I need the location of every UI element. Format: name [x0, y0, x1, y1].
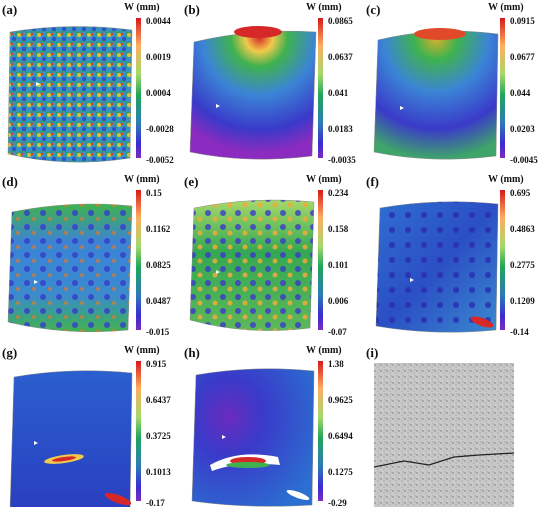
colorbar-unit: W (mm)	[488, 2, 524, 13]
colorbar	[318, 190, 323, 330]
colorbar-tick: -0.14	[510, 327, 529, 337]
colorbar-tick: 0.3725	[146, 431, 171, 441]
colorbar	[136, 361, 141, 501]
colorbar	[500, 190, 505, 330]
panel-g: (g) W (mm) 0.915 0.6437 0.3725 0.1013 -0…	[0, 343, 178, 511]
colorbar-tick: 0.9625	[328, 395, 353, 405]
panel-label: (d)	[2, 174, 18, 189]
colorbar-tick: 0.044	[510, 88, 531, 98]
panel-b: (b) W (mm) 0.0865 0.0637 0.041 0.0183 -0…	[182, 0, 360, 168]
panel-label: (b)	[184, 2, 200, 17]
displacement-map	[189, 26, 317, 160]
colorbar-tick: -0.0052	[146, 155, 174, 165]
displacement-map	[7, 26, 133, 163]
panel-label: (h)	[184, 345, 200, 360]
panel-h: (h) W (mm) 1.38 0.9625 0.6494 0.1275 -0.…	[182, 343, 360, 511]
colorbar-tick: 0.0637	[328, 52, 353, 62]
colorbar-tick: -0.07	[328, 327, 347, 337]
colorbar-tick: 0.006	[328, 296, 349, 306]
colorbar	[136, 190, 141, 330]
colorbar-tick: 0.0487	[146, 296, 171, 306]
colorbar-tick: 0.0677	[510, 52, 535, 62]
colorbar-unit: W (mm)	[488, 174, 524, 185]
colorbar-tick: -0.29	[328, 498, 347, 508]
colorbar-tick: -0.0028	[146, 124, 174, 134]
panel-i: (i)	[364, 343, 542, 511]
colorbar-unit: W (mm)	[306, 345, 342, 356]
colorbar-tick: 0.234	[328, 188, 349, 198]
colorbar-tick: 1.38	[328, 359, 344, 369]
colorbar-tick: -0.0035	[328, 155, 356, 165]
colorbar-tick: 0.0044	[146, 16, 171, 26]
panel-f: (f) W (mm) 0.695 0.4863 0.2775 0.1209 -0…	[364, 172, 542, 340]
colorbar-unit: W (mm)	[306, 2, 342, 13]
colorbar-tick: -0.0045	[510, 155, 538, 165]
colorbar-tick: 0.15	[146, 188, 162, 198]
panel-e: (e) W (mm) 0.234 0.158 0.101 0.006 -0.07	[182, 172, 360, 340]
colorbar-tick: 0.0019	[146, 52, 171, 62]
colorbar-tick: 0.695	[510, 188, 531, 198]
panel-label: (i)	[366, 345, 379, 360]
displacement-map	[9, 370, 133, 507]
panel-a: (a) W (mm) 0.0044 0.0019 0.0004 -0.0028 …	[0, 0, 178, 168]
colorbar-tick: 0.101	[328, 260, 349, 270]
panel-label: (a)	[2, 2, 18, 17]
colorbar-tick: 0.6494	[328, 431, 353, 441]
colorbar-tick: 0.6437	[146, 395, 171, 405]
colorbar-tick: 0.0825	[146, 260, 171, 270]
panel-label: (f)	[366, 174, 379, 189]
colorbar-unit: W (mm)	[124, 174, 160, 185]
colorbar-tick: -0.015	[146, 327, 170, 337]
panel-label: (g)	[2, 345, 18, 360]
colorbar-tick: 0.0203	[510, 124, 535, 134]
colorbar-tick: 0.1013	[146, 467, 171, 477]
panel-label: (e)	[184, 174, 199, 189]
colorbar-unit: W (mm)	[306, 174, 342, 185]
colorbar-tick: 0.1275	[328, 467, 353, 477]
colorbar-unit: W (mm)	[124, 345, 160, 356]
displacement-map	[375, 201, 499, 333]
colorbar-tick: 0.1162	[146, 224, 171, 234]
colorbar-tick: 0.915	[146, 359, 167, 369]
colorbar-tick: 0.4863	[510, 224, 535, 234]
colorbar-tick: 0.0915	[510, 16, 535, 26]
colorbar-tick: 0.0004	[146, 88, 171, 98]
crack-photo	[374, 363, 514, 507]
colorbar-tick: 0.1209	[510, 296, 535, 306]
displacement-map	[191, 368, 315, 507]
colorbar	[318, 18, 323, 158]
panel-label: (c)	[366, 2, 381, 17]
colorbar	[500, 18, 505, 158]
colorbar-tick: 0.158	[328, 224, 349, 234]
colorbar-tick: 0.041	[328, 88, 349, 98]
colorbar	[318, 361, 323, 501]
displacement-map	[7, 203, 133, 333]
colorbar-unit: W (mm)	[124, 2, 160, 13]
displacement-map	[373, 28, 499, 160]
colorbar-tick: 0.0865	[328, 16, 353, 26]
colorbar	[136, 18, 141, 158]
colorbar-tick: -0.17	[146, 498, 165, 508]
panel-d: (d) W (mm) 0.15 0.1162 0.0825 0.0487 -0.…	[0, 172, 178, 340]
panel-c: (c) W (mm) 0.0915 0.0677 0.044 0.0203 -0…	[364, 0, 542, 168]
colorbar-tick: 0.0183	[328, 124, 353, 134]
colorbar-tick: 0.2775	[510, 260, 535, 270]
displacement-map	[189, 199, 315, 331]
